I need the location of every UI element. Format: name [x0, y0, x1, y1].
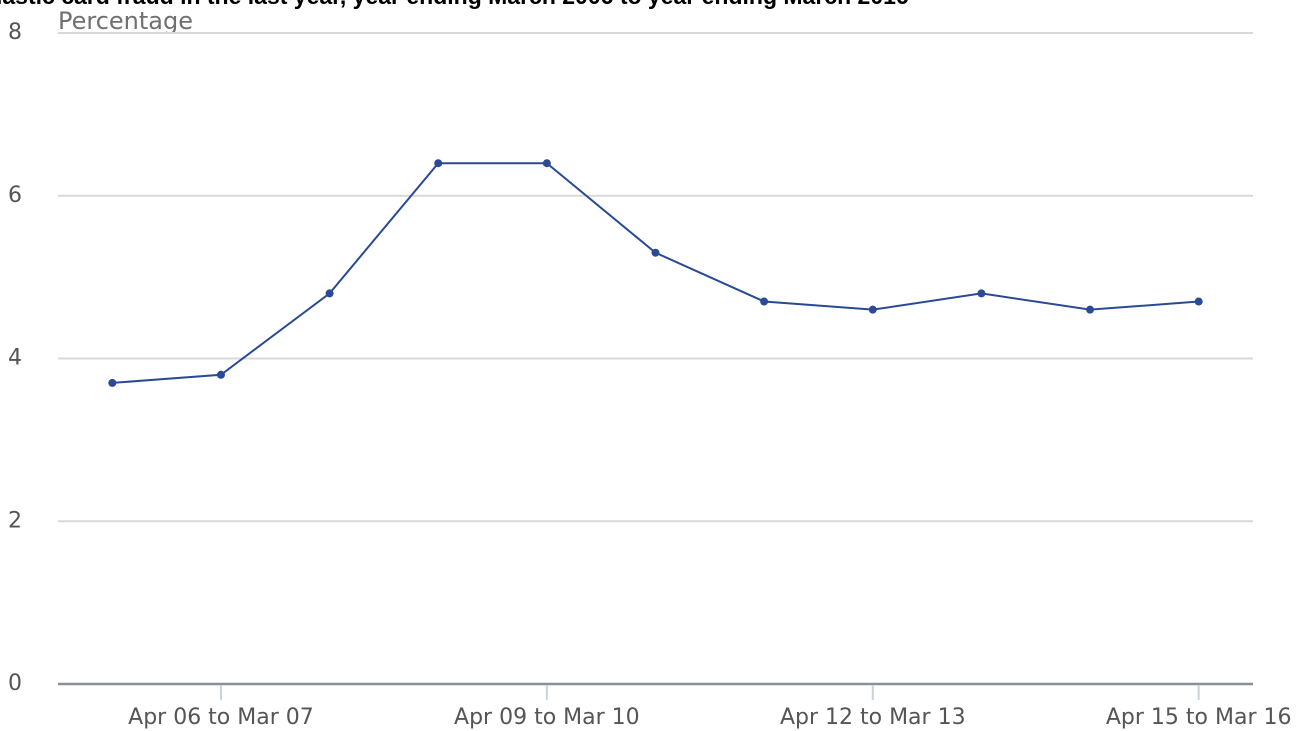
x-tick-label: Apr 12 to Mar 13: [780, 705, 966, 730]
y-tick-label: 6: [8, 183, 22, 208]
point: [108, 378, 117, 387]
x-tick-label: Apr 06 to Mar 07: [128, 705, 314, 730]
point: [434, 159, 443, 168]
x-tick-label: Apr 15 to Mar 16: [1106, 705, 1292, 730]
point: [651, 248, 660, 257]
x-tick-label: Apr 09 to Mar 10: [454, 705, 640, 730]
point: [868, 305, 877, 314]
y-tick-label: 0: [8, 671, 22, 696]
point: [1086, 305, 1095, 314]
point: [977, 289, 986, 298]
chart-title: lastic card fraud in the last year, year…: [0, 0, 909, 9]
y-tick-label: 4: [8, 346, 22, 371]
point: [216, 370, 225, 379]
y-tick-label: 8: [8, 20, 22, 45]
point: [760, 297, 769, 306]
point: [325, 289, 334, 298]
point: [542, 159, 551, 168]
point: [1194, 297, 1203, 306]
y-axis-label: Percentage: [58, 7, 193, 35]
y-tick-label: 2: [8, 508, 22, 533]
